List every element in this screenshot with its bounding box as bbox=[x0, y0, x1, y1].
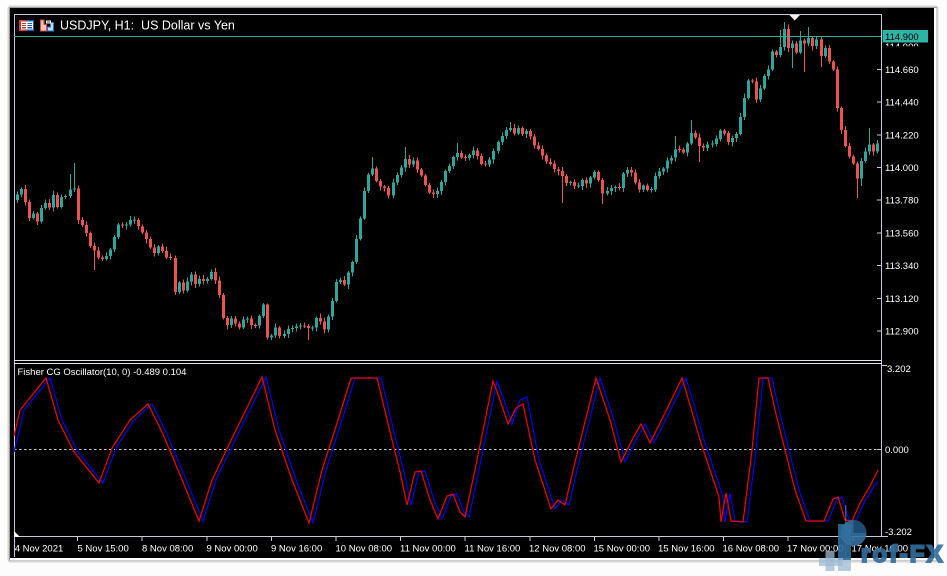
svg-text:0.000: 0.000 bbox=[885, 445, 909, 456]
svg-text:114.900: 114.900 bbox=[885, 32, 919, 43]
svg-text:113.560: 113.560 bbox=[885, 228, 919, 239]
svg-text:3.202: 3.202 bbox=[887, 364, 911, 375]
svg-text:11 Nov 16:00: 11 Nov 16:00 bbox=[465, 544, 521, 555]
svg-text:114.440: 114.440 bbox=[885, 98, 919, 109]
svg-text:10 Nov 08:00: 10 Nov 08:00 bbox=[336, 544, 393, 555]
svg-text:15 Nov 16:00: 15 Nov 16:00 bbox=[658, 544, 715, 555]
svg-text:11 Nov 00:00: 11 Nov 00:00 bbox=[400, 544, 456, 555]
svg-text:17 Nov 16:00: 17 Nov 16:00 bbox=[852, 544, 909, 555]
svg-text:15 Nov 00:00: 15 Nov 00:00 bbox=[594, 544, 651, 555]
svg-text:17 Nov 00:00: 17 Nov 00:00 bbox=[787, 544, 844, 555]
svg-text:112.900: 112.900 bbox=[885, 327, 919, 338]
svg-text:5 Nov 15:00: 5 Nov 15:00 bbox=[78, 544, 129, 555]
svg-text:Fisher CG Oscillator(10, 0) -0: Fisher CG Oscillator(10, 0) -0.489 0.104 bbox=[18, 367, 187, 378]
svg-text:114.220: 114.220 bbox=[885, 130, 919, 141]
svg-text:USDJPY, H1: US Dollar vs Yen: USDJPY, H1: US Dollar vs Yen bbox=[60, 19, 235, 33]
svg-text:114.000: 114.000 bbox=[885, 163, 919, 174]
svg-text:113.340: 113.340 bbox=[885, 261, 919, 272]
svg-text:-3.202: -3.202 bbox=[885, 527, 912, 538]
svg-text:8 Nov 08:00: 8 Nov 08:00 bbox=[142, 544, 193, 555]
svg-text:4 Nov 2021: 4 Nov 2021 bbox=[15, 544, 64, 555]
svg-text:9 Nov 16:00: 9 Nov 16:00 bbox=[271, 544, 322, 555]
svg-text:113.120: 113.120 bbox=[885, 294, 919, 305]
svg-text:114.900: 114.900 bbox=[885, 42, 919, 53]
svg-text:9 Nov 00:00: 9 Nov 00:00 bbox=[207, 544, 258, 555]
svg-text:12 Nov 08:00: 12 Nov 08:00 bbox=[529, 544, 586, 555]
svg-text:113.780: 113.780 bbox=[885, 196, 919, 207]
svg-text:114.660: 114.660 bbox=[885, 65, 919, 76]
svg-text:rof-FX: rof-FX bbox=[861, 541, 945, 568]
svg-text:16 Nov 08:00: 16 Nov 08:00 bbox=[723, 544, 780, 555]
